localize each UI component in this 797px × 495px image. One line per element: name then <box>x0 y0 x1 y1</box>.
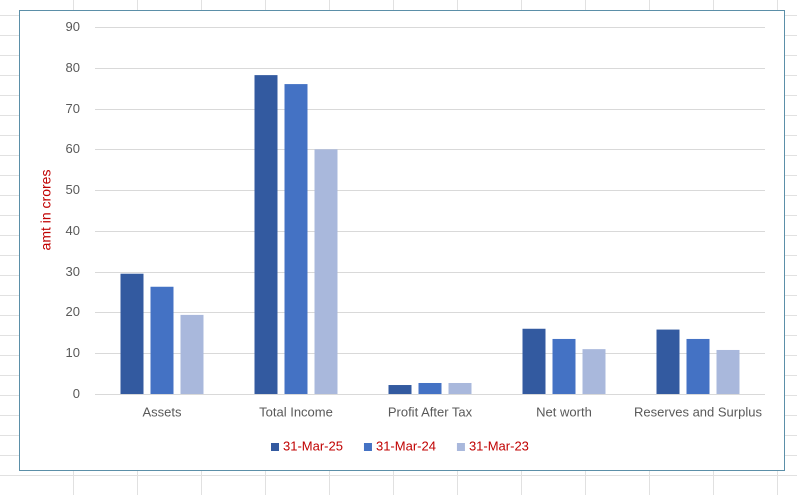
bar <box>180 314 204 394</box>
y-tick-label: 20 <box>66 304 80 319</box>
y-axis-label: amt in crores <box>38 170 54 251</box>
legend-swatch <box>271 443 279 451</box>
y-tick-label: 10 <box>66 345 80 360</box>
y-tick-label: 70 <box>66 101 80 116</box>
y-tick-label: 60 <box>66 141 80 156</box>
bar <box>522 328 546 394</box>
y-tick-label: 80 <box>66 60 80 75</box>
x-tick-label: Assets <box>142 404 182 419</box>
legend-swatch <box>363 443 372 451</box>
bar <box>656 329 680 394</box>
legend-label: 31-Mar-25 <box>283 438 343 453</box>
bar <box>314 149 338 394</box>
legend-label: 31-Mar-23 <box>469 438 529 453</box>
bar <box>284 84 308 394</box>
legend-label: 31-Mar-24 <box>376 438 436 453</box>
y-tick-label: 0 <box>73 386 80 401</box>
bar <box>418 382 442 394</box>
y-tick-label: 50 <box>66 182 80 197</box>
bar <box>582 349 606 394</box>
bar <box>388 385 412 394</box>
bar <box>150 286 174 394</box>
legend-swatch <box>456 443 465 451</box>
bar <box>686 338 710 394</box>
x-tick-label: Total Income <box>259 404 333 419</box>
bar <box>448 382 472 394</box>
chart-frame[interactable] <box>19 10 785 471</box>
y-tick-label: 90 <box>66 19 80 34</box>
bar <box>120 273 144 394</box>
bar <box>716 349 740 394</box>
y-tick-label: 30 <box>66 264 80 279</box>
y-tick-label: 40 <box>66 223 80 238</box>
x-tick-label: Profit After Tax <box>388 404 473 419</box>
x-tick-label: Net worth <box>536 404 592 419</box>
x-tick-label: Reserves and Surplus <box>634 404 762 419</box>
bar <box>254 75 278 395</box>
bar <box>552 338 576 394</box>
